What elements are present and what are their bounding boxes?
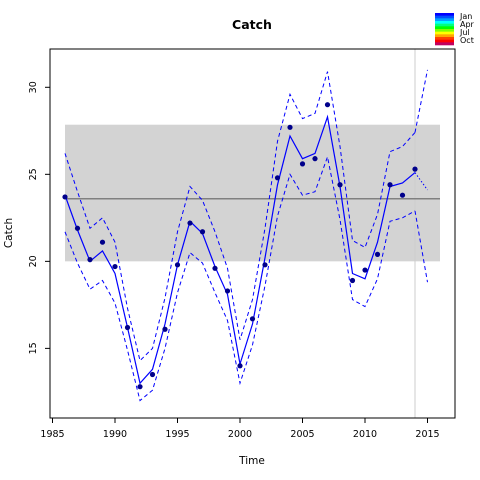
observed-point	[399, 192, 406, 198]
x-tick-label: 1995	[165, 429, 189, 440]
observed-point	[249, 316, 256, 322]
observed-point	[174, 262, 181, 268]
y-tick-label: 25	[28, 168, 39, 180]
observed-point	[299, 161, 306, 167]
legend-swatch	[435, 31, 454, 35]
series-line-2	[64, 71, 416, 362]
observed-point	[149, 371, 156, 378]
observed-point	[362, 267, 368, 273]
observed-point	[287, 124, 293, 130]
x-tick-label: 2010	[353, 429, 377, 440]
legend-swatch	[435, 29, 454, 32]
reference-band	[65, 124, 440, 262]
y-tick-label: 15	[28, 342, 39, 354]
observed-point	[224, 288, 231, 294]
plot-area	[62, 49, 440, 418]
x-axis-label: Time	[238, 455, 265, 467]
legend-label: Apr	[460, 20, 475, 29]
legend-swatch	[435, 13, 454, 16]
legend-label: Oct	[460, 36, 474, 45]
chart-title: Catch	[232, 17, 272, 32]
observed-point	[387, 182, 393, 188]
legend-swatch	[435, 42, 454, 46]
observed-point	[162, 326, 168, 332]
observed-point	[237, 363, 243, 369]
observed-point	[312, 156, 318, 162]
legend-swatch	[435, 39, 454, 43]
observed-point	[112, 263, 118, 270]
observed-point	[349, 277, 356, 284]
observed-point	[187, 220, 193, 226]
observed-point	[74, 225, 81, 231]
observed-point	[274, 175, 281, 181]
observed-point	[87, 257, 93, 263]
observed-point	[337, 182, 343, 188]
observed-point	[124, 324, 131, 331]
series-line-4	[414, 69, 428, 133]
x-tick-label: 1985	[40, 429, 64, 440]
legend-swatch	[435, 26, 454, 30]
observed-point	[262, 262, 268, 268]
observed-point	[62, 194, 68, 200]
legend-swatch	[435, 34, 454, 38]
x-tick-label: 2005	[290, 429, 314, 440]
observed-point	[199, 229, 206, 235]
legend-swatch	[435, 21, 454, 24]
observed-point	[212, 265, 218, 271]
x-tick-label: 2000	[228, 429, 252, 440]
legend-swatch	[435, 37, 454, 40]
series-line-6	[414, 172, 428, 191]
y-axis-label: Catch	[3, 218, 15, 248]
x-tick-label: 2015	[415, 429, 439, 440]
observed-point	[324, 102, 331, 108]
legend-swatch	[435, 23, 454, 27]
y-tick-label: 30	[28, 81, 39, 93]
observed-point	[137, 384, 143, 390]
observed-point	[99, 239, 106, 245]
series-line-3	[64, 155, 416, 402]
legend-label: Jan	[459, 12, 472, 21]
series-line-5	[414, 210, 428, 283]
legend-swatch	[435, 18, 454, 22]
axes: 1985 1990 1995 2000 2005 2010 2015 15 20 25 30	[28, 48, 456, 440]
x-tick-label: 1990	[103, 429, 127, 440]
plot-frame	[49, 48, 456, 419]
legend-label: Jul	[459, 28, 470, 37]
y-tick-label: 20	[28, 255, 39, 267]
observed-point	[374, 251, 381, 257]
legend-swatch	[435, 15, 454, 19]
observed-point	[412, 166, 418, 172]
